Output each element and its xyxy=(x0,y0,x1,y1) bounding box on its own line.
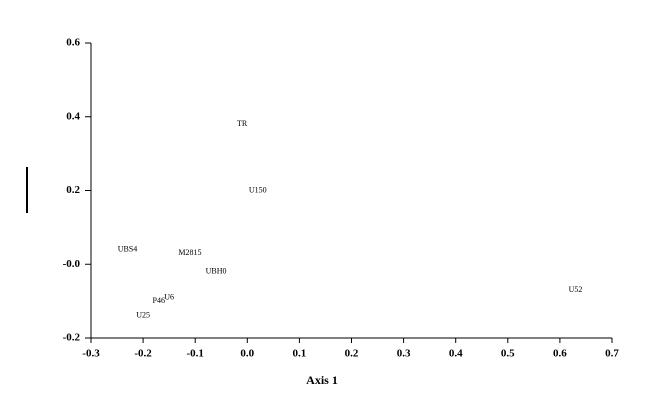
x-tick-label: -0.2 xyxy=(134,348,152,360)
point-label: UBS4 xyxy=(118,244,138,253)
y-tick-label: -0.0 xyxy=(63,258,81,270)
x-tick-label: 0.3 xyxy=(397,348,411,360)
y-tick-label: -0.2 xyxy=(63,332,81,344)
x-tick-label: 0.1 xyxy=(293,348,307,360)
point-label: M2815 xyxy=(178,248,201,257)
x-tick-label: -0.1 xyxy=(186,348,203,360)
x-tick-label: 0.7 xyxy=(605,348,619,360)
x-tick-label: 0.5 xyxy=(501,348,515,360)
y-tick-label: 0.4 xyxy=(66,110,80,122)
x-axis-title: Axis 1 xyxy=(306,373,338,387)
point-label: U25 xyxy=(136,311,150,320)
point-label: U52 xyxy=(569,285,583,294)
x-tick-label: -0.3 xyxy=(82,348,100,360)
x-tick-label: 0.4 xyxy=(449,348,463,360)
point-label: TR xyxy=(237,119,248,128)
y-tick-label: 0.2 xyxy=(66,184,80,196)
point-label: UBH0 xyxy=(206,266,227,275)
x-tick-label: 0.2 xyxy=(345,348,359,360)
point-label: U6 xyxy=(164,292,174,301)
x-tick-label: 0.0 xyxy=(240,348,254,360)
y-tick-label: 0.6 xyxy=(66,37,80,49)
point-label: P46 xyxy=(153,296,165,305)
x-tick-label: 0.6 xyxy=(553,348,567,360)
point-label: U150 xyxy=(249,185,267,194)
